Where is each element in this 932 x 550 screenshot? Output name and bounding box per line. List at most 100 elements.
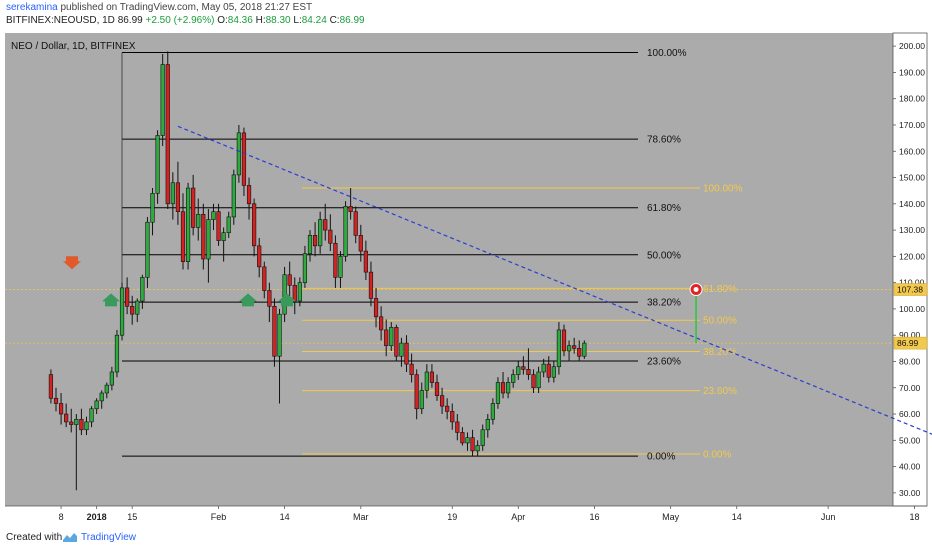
candle[interactable] bbox=[511, 369, 516, 388]
price-chart[interactable]: 100.00% 61.80% 50.00% 38.20% 23.60% 0.00% 100… bbox=[0, 28, 932, 526]
candle[interactable] bbox=[58, 393, 64, 425]
candle[interactable] bbox=[379, 306, 384, 341]
candle[interactable] bbox=[536, 366, 541, 394]
candle[interactable] bbox=[140, 274, 145, 309]
candle[interactable] bbox=[434, 374, 440, 401]
candle[interactable] bbox=[165, 51, 170, 210]
tradingview-brand-link[interactable]: TradingView bbox=[81, 532, 137, 543]
candle[interactable] bbox=[211, 203, 216, 231]
candle[interactable] bbox=[109, 366, 114, 391]
candle[interactable] bbox=[495, 377, 501, 409]
candle[interactable] bbox=[206, 209, 211, 283]
candle[interactable] bbox=[582, 340, 587, 359]
candle[interactable] bbox=[84, 416, 89, 436]
candle[interactable] bbox=[409, 353, 414, 383]
candle[interactable] bbox=[343, 201, 348, 262]
candle[interactable] bbox=[277, 308, 282, 404]
candle[interactable] bbox=[231, 169, 236, 225]
candle[interactable] bbox=[272, 298, 277, 367]
candle[interactable] bbox=[297, 277, 302, 307]
candle[interactable] bbox=[384, 319, 389, 357]
candle[interactable] bbox=[526, 348, 531, 380]
candle[interactable] bbox=[577, 340, 582, 362]
candle[interactable] bbox=[257, 237, 262, 278]
candle[interactable] bbox=[556, 322, 562, 375]
candle[interactable] bbox=[358, 224, 363, 262]
candle[interactable] bbox=[170, 172, 175, 220]
plot-area[interactable] bbox=[5, 33, 893, 506]
candle[interactable] bbox=[262, 261, 267, 299]
candle[interactable] bbox=[180, 193, 186, 270]
trendline[interactable] bbox=[177, 125, 932, 495]
candle[interactable] bbox=[445, 398, 450, 420]
candle[interactable] bbox=[302, 245, 308, 288]
candle[interactable] bbox=[480, 424, 485, 451]
candle[interactable] bbox=[64, 403, 69, 428]
candle[interactable] bbox=[368, 261, 374, 307]
candle[interactable] bbox=[185, 182, 191, 270]
candle[interactable] bbox=[246, 177, 252, 220]
candle[interactable] bbox=[53, 387, 59, 412]
candle[interactable] bbox=[399, 337, 404, 367]
candle[interactable] bbox=[455, 414, 460, 441]
candle[interactable] bbox=[241, 127, 247, 196]
candle[interactable] bbox=[79, 408, 84, 436]
candle[interactable] bbox=[160, 54, 165, 146]
candle[interactable] bbox=[419, 382, 424, 415]
candle[interactable] bbox=[551, 361, 556, 383]
candle[interactable] bbox=[150, 188, 155, 236]
signal-arrow-up-icon[interactable] bbox=[102, 293, 120, 307]
candle[interactable] bbox=[201, 203, 206, 270]
candle[interactable] bbox=[572, 337, 577, 354]
candle[interactable] bbox=[521, 356, 526, 375]
candle[interactable] bbox=[226, 211, 231, 238]
candle[interactable] bbox=[135, 298, 140, 323]
candle[interactable] bbox=[216, 203, 221, 246]
candle[interactable] bbox=[175, 161, 181, 225]
candle[interactable] bbox=[541, 358, 546, 378]
candle[interactable] bbox=[561, 324, 567, 357]
candle[interactable] bbox=[394, 324, 399, 362]
candle[interactable] bbox=[490, 398, 495, 425]
candle[interactable] bbox=[69, 408, 74, 433]
candle[interactable] bbox=[516, 361, 521, 380]
candle[interactable] bbox=[500, 371, 506, 399]
candle[interactable] bbox=[74, 414, 79, 491]
signal-arrow-up-icon[interactable] bbox=[239, 293, 257, 307]
candle[interactable] bbox=[333, 235, 338, 288]
candle[interactable] bbox=[328, 214, 333, 252]
candle[interactable] bbox=[94, 398, 99, 415]
candle[interactable] bbox=[323, 203, 328, 241]
candle[interactable] bbox=[338, 251, 343, 288]
candle[interactable] bbox=[267, 282, 272, 323]
candle[interactable] bbox=[196, 198, 201, 241]
candle[interactable] bbox=[119, 282, 125, 341]
price-axis[interactable] bbox=[892, 32, 928, 507]
candle[interactable] bbox=[125, 277, 130, 315]
candle[interactable] bbox=[89, 406, 94, 428]
candle[interactable] bbox=[236, 124, 241, 183]
candle[interactable] bbox=[429, 364, 435, 388]
candle[interactable] bbox=[531, 369, 536, 394]
candle[interactable] bbox=[130, 295, 135, 325]
candle[interactable] bbox=[363, 240, 368, 281]
candle[interactable] bbox=[307, 230, 313, 262]
author-link[interactable]: serekamina bbox=[6, 2, 58, 13]
candle[interactable] bbox=[48, 369, 54, 404]
candle[interactable] bbox=[312, 222, 318, 257]
candle[interactable] bbox=[353, 206, 358, 244]
candle[interactable] bbox=[475, 440, 480, 457]
signal-arrow-up-icon[interactable] bbox=[278, 293, 296, 307]
candle[interactable] bbox=[485, 414, 490, 438]
candle[interactable] bbox=[450, 403, 455, 430]
candle[interactable] bbox=[566, 340, 572, 362]
candle[interactable] bbox=[424, 364, 429, 399]
candle[interactable] bbox=[404, 335, 409, 372]
candle[interactable] bbox=[252, 198, 257, 257]
candle[interactable] bbox=[470, 429, 475, 457]
candle[interactable] bbox=[389, 322, 394, 351]
candle[interactable] bbox=[546, 356, 551, 383]
candle[interactable] bbox=[287, 261, 292, 299]
candle[interactable] bbox=[221, 227, 226, 262]
candle[interactable] bbox=[465, 432, 470, 451]
